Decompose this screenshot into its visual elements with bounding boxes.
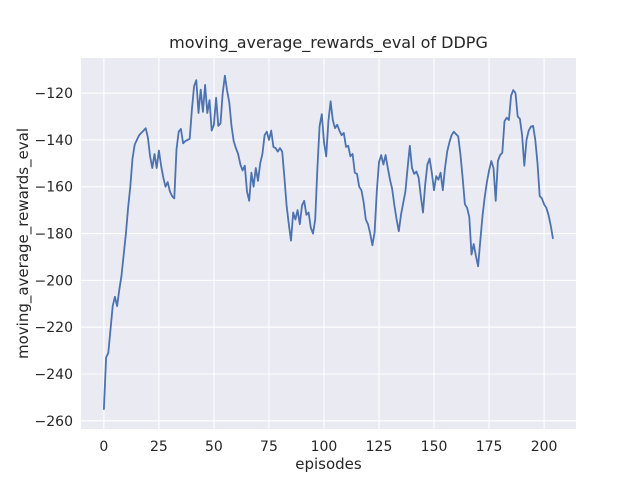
x-tick-label: 0 bbox=[99, 439, 108, 455]
reward-line bbox=[103, 74, 554, 411]
x-tick-label: 200 bbox=[531, 439, 558, 455]
x-tick-label: 150 bbox=[421, 439, 448, 455]
y-tick-label: −200 bbox=[35, 273, 73, 289]
y-tick-label: −140 bbox=[35, 133, 73, 149]
x-tick-label: 75 bbox=[260, 439, 278, 455]
y-tick-label: −120 bbox=[35, 86, 73, 102]
y-tick-label: −260 bbox=[35, 414, 73, 430]
x-tick-label: 175 bbox=[476, 439, 503, 455]
x-tick-label: 25 bbox=[150, 439, 168, 455]
y-tick-label: −180 bbox=[35, 227, 73, 243]
x-tick-labels: 0 25 50 75 100 125 150 175 200 bbox=[99, 439, 557, 455]
y-tick-label: −160 bbox=[35, 180, 73, 196]
chart-title: moving_average_rewards_eval of DDPG bbox=[169, 33, 488, 53]
y-tick-labels: −260 −240 −220 −200 −180 −160 −140 −120 bbox=[35, 86, 73, 430]
x-axis-label: episodes bbox=[295, 455, 362, 473]
y-tick-label: −220 bbox=[35, 320, 73, 336]
x-tick-label: 100 bbox=[311, 439, 338, 455]
y-tick-label: −240 bbox=[35, 367, 73, 383]
y-axis-label: moving_average_rewards_eval bbox=[14, 128, 33, 359]
x-tick-label: 125 bbox=[366, 439, 393, 455]
x-tick-label: 50 bbox=[205, 439, 223, 455]
data-series bbox=[103, 74, 554, 411]
